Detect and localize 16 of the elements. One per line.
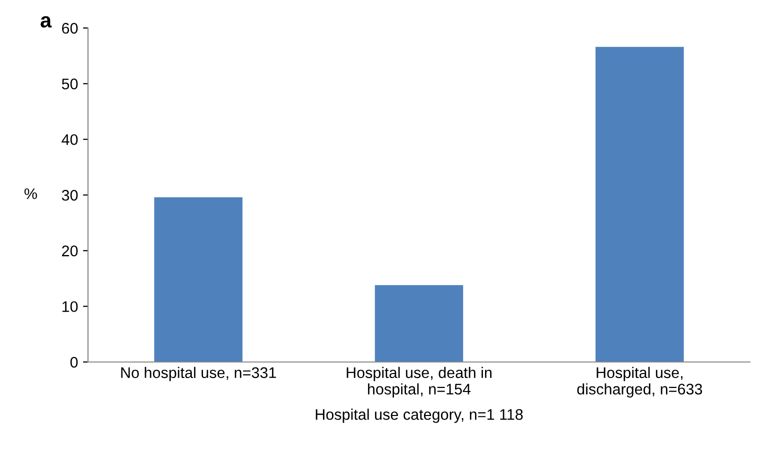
bar	[154, 197, 242, 362]
y-tick-label: 0	[70, 356, 78, 368]
y-tick-label: 50	[62, 78, 78, 90]
x-axis-title: Hospital use category, n=1 118	[316, 408, 523, 423]
y-axis-title: %	[24, 188, 37, 200]
y-tick-label: 10	[62, 301, 78, 312]
x-tick-label: Hospital use, discharged, n=633	[577, 366, 702, 398]
y-tick-label: 20	[62, 246, 78, 256]
y-tick-label: 40	[62, 134, 78, 146]
y-tick-label: 60	[62, 22, 78, 34]
text: a	[40, 16, 52, 28]
x-tick-label: No hospital use, n=331	[121, 366, 276, 382]
bar	[374, 285, 464, 362]
x-tick-label: Hospital use, death in hospital, n=154	[346, 366, 492, 398]
y-tick-label: 30	[62, 190, 78, 201]
bar	[596, 46, 684, 362]
